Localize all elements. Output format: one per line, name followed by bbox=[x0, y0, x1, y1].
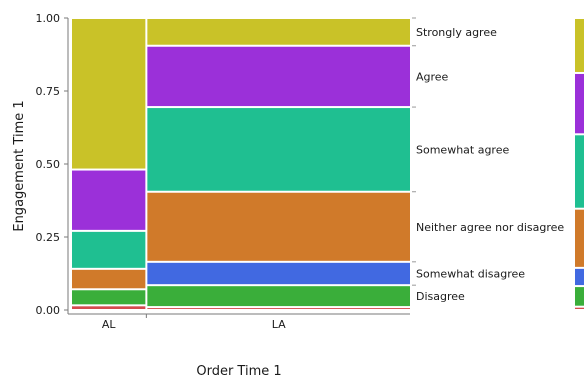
mosaic-cell bbox=[72, 306, 146, 309]
y-tick-label: 1.00 bbox=[36, 12, 61, 25]
segment-label: Somewhat disagree bbox=[416, 268, 525, 281]
mosaic-cell bbox=[147, 308, 411, 309]
mosaic-cell bbox=[72, 269, 146, 289]
legend-strip-cell bbox=[575, 307, 584, 309]
mosaic-cell bbox=[147, 262, 411, 285]
mosaic-cell bbox=[72, 170, 146, 230]
segment-label: Somewhat agree bbox=[416, 143, 509, 156]
mosaic-cell bbox=[147, 192, 411, 261]
mosaic-cell bbox=[147, 108, 411, 191]
segment-label: Neither agree nor disagree bbox=[416, 221, 564, 234]
y-tick-label: 0.75 bbox=[36, 85, 61, 98]
y-axis: 0.00 0.25 0.50 0.75 1.00 bbox=[36, 12, 69, 317]
mosaic-column-la bbox=[147, 19, 411, 309]
legend-strip bbox=[575, 19, 584, 309]
x-axis-title: Order Time 1 bbox=[196, 364, 281, 379]
mosaic-cell bbox=[72, 231, 146, 268]
segment-label: Disagree bbox=[416, 290, 465, 303]
mosaic-column-al bbox=[72, 19, 146, 309]
mosaic-cell bbox=[72, 19, 146, 169]
y-axis-title: Engagement Time 1 bbox=[12, 100, 27, 231]
legend-strip-cell bbox=[575, 135, 584, 208]
x-tick-label: LA bbox=[272, 318, 286, 331]
mosaic-cell bbox=[147, 19, 411, 45]
segment-label: Strongly agree bbox=[416, 26, 497, 39]
legend-strip-cell bbox=[575, 19, 584, 72]
x-axis: AL LA bbox=[68, 313, 410, 331]
y-tick-label: 0.25 bbox=[36, 231, 61, 244]
y-tick-label: 0.00 bbox=[36, 304, 61, 317]
legend-strip-cell bbox=[575, 287, 584, 306]
segment-label: Agree bbox=[416, 70, 449, 83]
legend-strip-cell bbox=[575, 73, 584, 134]
segment-label-group: Disagree Somewhat disagree Neither agree n… bbox=[412, 17, 564, 303]
mosaic-cell bbox=[147, 46, 411, 107]
y-tick-label: 0.50 bbox=[36, 158, 61, 171]
legend-strip-cell bbox=[575, 209, 584, 267]
mosaic-plot-area bbox=[72, 19, 411, 309]
mosaic-cell bbox=[72, 290, 146, 305]
x-tick-label: AL bbox=[102, 318, 117, 331]
mosaic-cell bbox=[147, 286, 411, 307]
legend-strip-cell bbox=[575, 268, 584, 286]
